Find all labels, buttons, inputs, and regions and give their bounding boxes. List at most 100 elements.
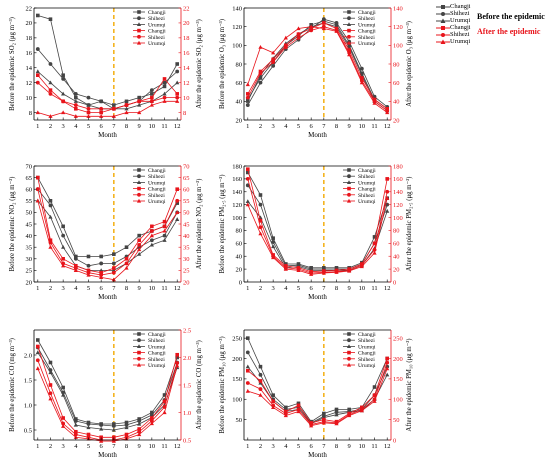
panel-co-x-tick-label: 8 bbox=[125, 443, 128, 450]
panel-o3-after-urumqi-point bbox=[321, 26, 326, 31]
panel-co-before-changji-point bbox=[124, 420, 129, 425]
panel-o3-after-changji-point bbox=[271, 57, 275, 62]
panel-o3-before-shihezi-point bbox=[258, 80, 263, 85]
panel-no2-after-changji-point bbox=[74, 263, 78, 268]
panel-pm25-before-urumqi-point bbox=[385, 208, 390, 213]
panel-no2-legend-after-shihezi-marker bbox=[137, 192, 141, 197]
panel-o3-legend-after-changji-marker bbox=[347, 28, 351, 33]
panel-so2-after-changji-point bbox=[99, 110, 103, 115]
panel-o3-x-tick-label: 7 bbox=[322, 123, 326, 130]
panel-pm10-x-tick-label: 2 bbox=[259, 443, 262, 450]
panel-no2-y-left-tick-label: 35 bbox=[26, 245, 33, 252]
panel-pm25-before-urumqi-point bbox=[258, 215, 263, 220]
panel-so2-x-tick-label: 11 bbox=[161, 123, 167, 130]
panel-no2-after-changji-point bbox=[150, 224, 154, 229]
panel-pm10: 1 2 3 4 5 6 7 8 9 10 11 12Month50100150200250050100… bbox=[219, 329, 413, 459]
panel-so2-before-urumqi-point bbox=[175, 80, 180, 85]
legend-before-changji-swatch bbox=[436, 5, 450, 9]
panel-so2-after-shihezi-point bbox=[35, 80, 40, 85]
panel-co-before-changji-point bbox=[162, 393, 167, 397]
panel-no2-x-label: Month bbox=[98, 293, 117, 301]
panel-co-after-urumqi-point bbox=[111, 438, 116, 443]
panel-pm25-after-urumqi-point bbox=[309, 272, 314, 276]
panel-pm25-legend-before-urumqi-label: Urumqi bbox=[358, 180, 376, 186]
panel-pm25-legend-before-urumqi-marker bbox=[346, 180, 352, 184]
panel-so2-y-left-label: Before the epidemic SO₂ (μg m⁻³) bbox=[9, 17, 16, 111]
panel-so2-x-tick-label: 10 bbox=[149, 123, 156, 130]
panel-pm10-after-urumqi-point bbox=[245, 388, 250, 393]
panel-pm10-x-label: Month bbox=[308, 451, 327, 459]
panel-co-after-shihezi-point bbox=[35, 358, 40, 363]
panel-no2-before-changji-point bbox=[124, 245, 129, 249]
panel-co-before-shihezi-point bbox=[124, 423, 129, 427]
panel-so2-y-right-tick-label: 12 bbox=[183, 80, 190, 87]
panel-co-after-changji-point bbox=[150, 416, 154, 420]
panel-so2-before-urumqi-point bbox=[73, 99, 78, 103]
panel-co-legend-after-changji-marker bbox=[137, 350, 141, 355]
panel-so2-after-changji-point bbox=[150, 95, 154, 100]
panel-no2-after-shihezi-point bbox=[99, 273, 104, 277]
panel-pm25-y-left-tick-label: 180 bbox=[232, 163, 242, 170]
panel-co-before-changji-point bbox=[48, 360, 53, 365]
panel-no2-y-left-tick-label: 65 bbox=[26, 175, 33, 182]
panel-co-after-changji-point bbox=[86, 432, 91, 437]
panel-no2-y-left-tick-label: 30 bbox=[26, 256, 33, 263]
panel-so2-y-left-tick-label: 12 bbox=[26, 80, 33, 87]
panel-no2-x-tick-label: 7 bbox=[112, 285, 116, 292]
panel-pm10-y-right-tick-label: 0 bbox=[393, 437, 396, 444]
panel-co: 1 2 3 4 5 6 7 8 9 10 11 12Month0.51.01.52.00.51.01.… bbox=[9, 327, 203, 459]
panel-pm25-after-urumqi-point bbox=[385, 196, 390, 200]
global-legend: Changji Shihezi Urumqi Changji Shihezi U… bbox=[434, 2, 548, 45]
panel-no2-x-tick-label: 6 bbox=[100, 285, 104, 292]
panel-pm25-after-urumqi-point bbox=[283, 266, 288, 271]
panel-co-after-urumqi-point bbox=[48, 396, 53, 401]
panel-pm10-y-left-tick-label: 150 bbox=[232, 376, 242, 383]
panel-pm10-before-changji-line bbox=[247, 337, 388, 423]
panel-o3-y-right-tick-label: 20 bbox=[393, 117, 400, 124]
panel-o3-after-urumqi-point bbox=[271, 50, 276, 55]
panel-pm25-before-changji-point bbox=[246, 170, 250, 175]
panel-co-after-shihezi-point bbox=[73, 432, 78, 437]
panel-pm25-before-urumqi-point bbox=[245, 199, 250, 204]
panel-so2-before-changji-point bbox=[137, 95, 141, 100]
panel-co-legend-before-changji-label: Changji bbox=[148, 332, 166, 338]
panel-o3-y-right-tick-label: 140 bbox=[393, 5, 403, 12]
panel-pm25-after-changji-point bbox=[246, 167, 250, 172]
panel-co-x-tick-label: 7 bbox=[112, 443, 116, 450]
panel-no2-y-right-tick-label: 20 bbox=[183, 279, 190, 286]
panel-so2-before-shihezi-point bbox=[73, 91, 78, 96]
panel-no2-after-urumqi-point bbox=[73, 268, 78, 272]
panel-o3-x-label: Month bbox=[308, 131, 327, 139]
panel-o3-legend-after-urumqi-label: Urumqi bbox=[358, 41, 376, 47]
panel-no2-legend-before-shihezi-label: Shihezi bbox=[148, 174, 165, 180]
panel-so2-after-urumqi-point bbox=[149, 102, 154, 107]
panel-so2-after-urumqi-line bbox=[37, 100, 178, 117]
panel-no2-legend-after-urumqi-marker bbox=[136, 198, 142, 203]
panel-so2-after-urumqi-point bbox=[99, 114, 104, 118]
panel-no2-after-urumqi-point bbox=[111, 277, 116, 282]
panel-pm25-after-changji-line bbox=[247, 169, 388, 273]
panel-no2-legend-before-changji-label: Changji bbox=[148, 168, 166, 174]
panel-co-y-left-tick-label: 1.5 bbox=[24, 377, 32, 384]
panel-pm10-x-tick-label: 1 bbox=[246, 443, 249, 450]
panel-pm10-legend-before-changji-marker bbox=[347, 332, 351, 336]
panel-co-after-urumqi-point bbox=[162, 410, 167, 415]
panel-no2-legend-before-urumqi-marker bbox=[136, 180, 142, 184]
panel-co-before-urumqi-point bbox=[137, 421, 142, 426]
panel-no2-after-shihezi-point bbox=[149, 229, 154, 233]
panel-pm10-y-right-tick-label: 100 bbox=[393, 397, 403, 404]
panel-no2-y-right-tick-label: 40 bbox=[183, 233, 190, 240]
legend-after-changji-label: Changji bbox=[450, 24, 471, 31]
panel-no2-before-shihezi-point bbox=[111, 261, 116, 266]
panel-pm10-before-changji-point bbox=[258, 364, 263, 369]
panel-so2-before-changji-point bbox=[112, 103, 116, 107]
panel-o3-before-shihezi-point bbox=[245, 103, 250, 107]
panel-no2-legend-after-changji-label: Changji bbox=[148, 187, 166, 193]
panel-so2-y-left-tick-label: 22 bbox=[26, 5, 33, 12]
panel-pm10-legend-before-shihezi-marker bbox=[347, 338, 351, 343]
panel-pm10-legend-after-shihezi-marker bbox=[347, 356, 351, 361]
panel-no2-after-urumqi-point bbox=[99, 275, 104, 279]
panel-no2-before-changji-point bbox=[74, 254, 78, 259]
panel-o3-y-left-tick-label: 20 bbox=[236, 117, 243, 124]
panel-pm25-after-urumqi-point bbox=[347, 268, 352, 273]
